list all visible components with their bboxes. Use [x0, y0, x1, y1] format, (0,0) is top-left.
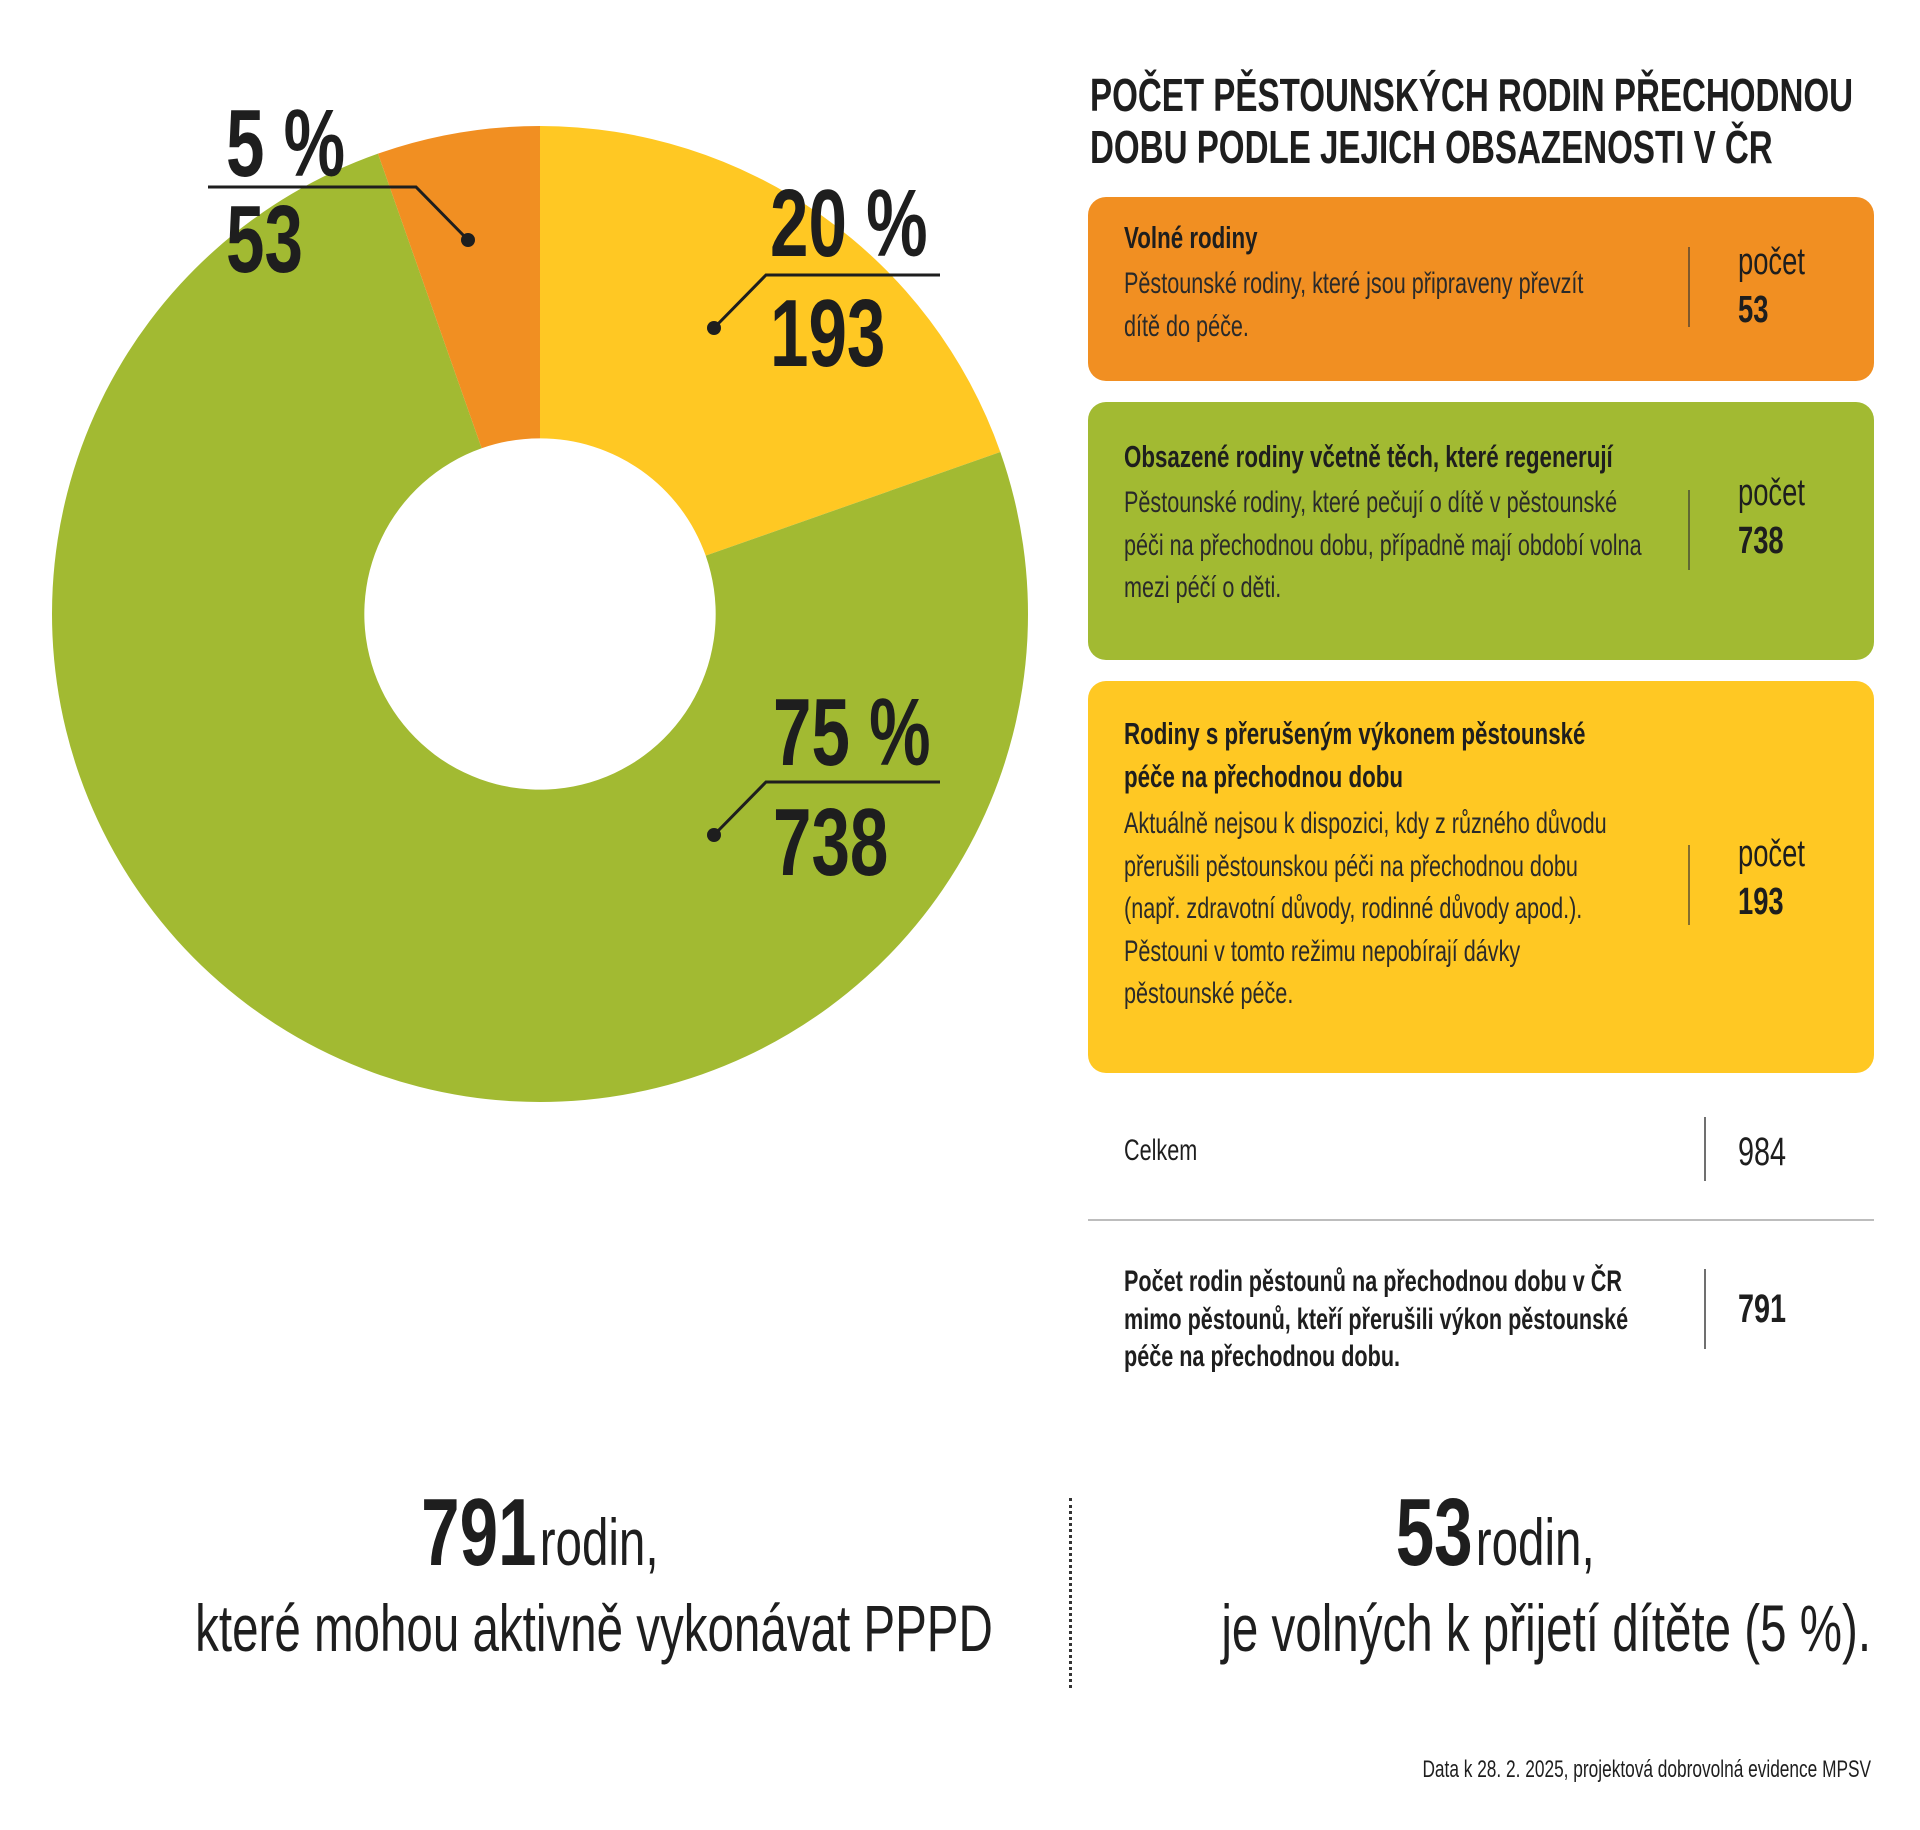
legend-title-line: péče na přechodnou dobu — [1124, 758, 1404, 794]
legend-card-title: Obsazené rodiny včetně těch, které regen… — [1124, 436, 1803, 479]
legend-card-obsazene: Obsazené rodiny včetně těch, které regen… — [1088, 402, 1874, 660]
source-note: Data k 28. 2. 2025, projektová dobrovoln… — [1248, 1756, 1871, 1784]
legend-card-title: Rodiny s přerušeným výkonem pěstounské p… — [1124, 713, 1765, 799]
summary-free: 53 rodin, je volných k přijetí dítěte (5… — [1095, 1480, 1895, 1664]
active-label-line: péče na přechodnou dobu. — [1124, 1340, 1401, 1373]
legend-card-desc: Pěstounské rodiny, které jsou připraveny… — [1124, 263, 1762, 348]
total-value-text: 984 — [1738, 1130, 1787, 1174]
slice-label-obsazene: 75 % 738 — [773, 685, 992, 891]
summary-free-number: 53 — [1395, 1479, 1473, 1586]
total-label: Celkem — [1124, 1132, 1226, 1170]
legend-desc-line: Aktuálně nejsou k dispozici, kdy z různé… — [1124, 807, 1607, 840]
legend-card-count: počet 193 — [1738, 831, 1831, 926]
legend-card-title: Volné rodiny — [1124, 217, 1309, 260]
legend-card-separator — [1688, 490, 1690, 570]
legend-title-line: Volné rodiny — [1124, 220, 1258, 255]
legend-card-desc: Pěstounské rodiny, které pečují o dítě v… — [1124, 482, 1843, 610]
legend-count-value: 53 — [1738, 288, 1769, 331]
legend-desc-line: Pěstounské rodiny, které pečují o dítě v… — [1124, 486, 1618, 519]
active-value: 791 — [1738, 1287, 1805, 1332]
legend-desc-line: Pěstounské rodiny, které jsou připraveny… — [1124, 267, 1584, 300]
active-label-line: Počet rodin pěstounů na přechodnou dobu … — [1124, 1265, 1622, 1298]
legend-desc-line: přerušili pěstounskou péči na přechodnou… — [1124, 849, 1578, 883]
leader-line-obsazene — [712, 780, 940, 837]
legend-desc-line: (např. zdravotní důvody, rodinné důvody … — [1124, 892, 1583, 926]
legend-count-label: počet — [1738, 241, 1805, 283]
active-value-text: 791 — [1738, 1287, 1787, 1331]
legend-desc-line: Pěstouni v tomto režimu nepobírají dávky — [1124, 934, 1521, 968]
slice-value-preruseno: 193 — [770, 280, 886, 387]
legend-desc-line: mezi péčí o děti. — [1124, 571, 1282, 605]
leader-line-volne — [208, 185, 470, 242]
chart-title-line1: Počet pěstounských rodin přechodnou — [1090, 69, 1854, 121]
summary-divider — [1069, 1498, 1072, 1688]
summary-active-line2: které mohou aktivně vykonávat PPPD — [195, 1590, 993, 1665]
legend-count-value: 193 — [1738, 880, 1784, 923]
legend-card-preruseno: Rodiny s přerušeným výkonem pěstounské p… — [1088, 681, 1874, 1073]
slice-label-preruseno: 20 % 193 — [770, 176, 989, 382]
donut-slice-preruseno — [540, 126, 1001, 556]
summary-active: 791 rodin, které mohou aktivně vykonávat… — [40, 1480, 1040, 1664]
slice-label-volne: 5 % 53 — [226, 96, 391, 288]
legend-card-desc: Aktuálně nejsou k dispozici, kdy z různé… — [1124, 803, 1794, 1016]
leader-line-preruseno — [712, 273, 940, 330]
legend-count-label: počet — [1738, 472, 1805, 514]
leader-dot-preruseno — [707, 321, 721, 335]
divider — [1088, 1219, 1874, 1221]
total-row: Celkem 984 — [1088, 1113, 1874, 1183]
source-text: Data k 28. 2. 2025, projektová dobrovoln… — [1422, 1756, 1871, 1783]
legend-desc-line: péči na přechodnou dobu, případně mají o… — [1124, 528, 1642, 562]
slice-value-obsazene: 738 — [773, 789, 889, 896]
summary-active-line1: 791 rodin, — [421, 1480, 658, 1586]
legend-desc-line: dítě do péče. — [1124, 309, 1249, 343]
chart-title-line2: dobu podle jejich obsazenosti v ČR — [1090, 120, 1773, 173]
legend-card-separator — [1688, 845, 1690, 925]
slice-percent-preruseno: 20 % — [770, 170, 928, 277]
total-separator — [1704, 1117, 1706, 1181]
active-label: Počet rodin pěstounů na přechodnou dobu … — [1124, 1263, 1824, 1376]
slice-value-volne: 53 — [226, 186, 303, 293]
legend-card-separator — [1688, 247, 1690, 327]
summary-free-line2: je volných k přijetí dítěte (5 %). — [1221, 1590, 1872, 1665]
slice-percent-obsazene: 75 % — [773, 679, 931, 786]
donut-chart — [51, 126, 1029, 1102]
leader-dot-volne — [461, 233, 475, 247]
donut-slice-volne — [377, 126, 540, 449]
active-row: Počet rodin pěstounů na přechodnou dobu … — [1088, 1263, 1874, 1383]
leader-dot-obsazene — [707, 828, 721, 842]
total-value: 984 — [1738, 1130, 1805, 1175]
donut-slice-obsazene — [51, 153, 1029, 1102]
donut-slices — [51, 126, 1029, 1102]
active-label-line: mimo pěstounů, kteří přerušili výkon pěs… — [1124, 1302, 1629, 1336]
legend-count-label: počet — [1738, 833, 1805, 875]
legend-title-line: Rodiny s přerušeným výkonem pěstounské — [1124, 716, 1586, 751]
summary-free-word: rodin, — [1475, 1505, 1595, 1579]
legend-desc-line: pěstounské péče. — [1124, 977, 1294, 1011]
total-label-text: Celkem — [1124, 1134, 1198, 1167]
legend-card-count: počet 738 — [1738, 470, 1831, 565]
summary-active-word: rodin, — [539, 1505, 659, 1579]
legend-card-volne: Volné rodiny Pěstounské rodiny, které js… — [1088, 197, 1874, 381]
chart-title: Počet pěstounských rodin přechodnou dobu… — [1090, 69, 1920, 173]
summary-active-number: 791 — [421, 1479, 537, 1586]
legend-count-value: 738 — [1738, 519, 1784, 562]
slice-percent-volne: 5 % — [226, 90, 346, 197]
legend-card-count: počet 53 — [1738, 239, 1831, 334]
active-separator — [1704, 1269, 1706, 1349]
legend-title-line: Obsazené rodiny včetně těch, které regen… — [1124, 439, 1613, 474]
summary-free-line1: 53 rodin, — [1396, 1480, 1595, 1586]
